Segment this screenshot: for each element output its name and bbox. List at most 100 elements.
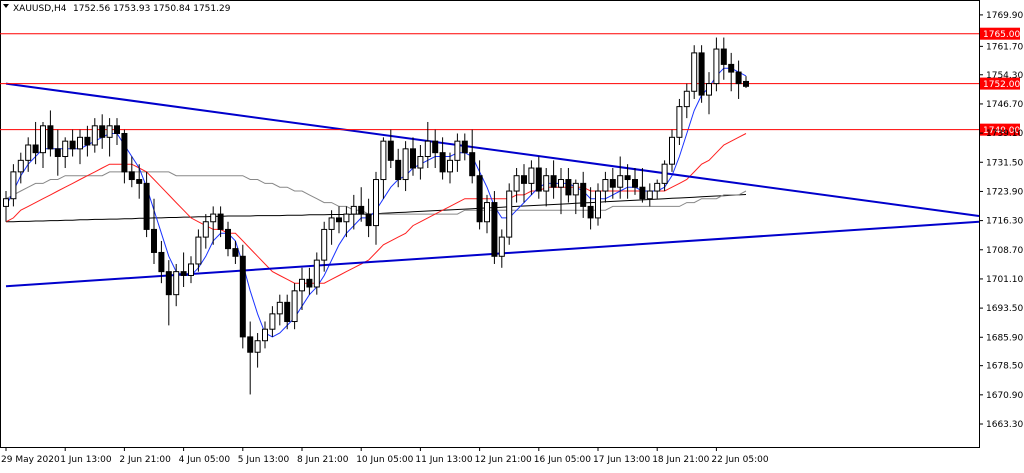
candle-body bbox=[373, 179, 379, 227]
candle bbox=[580, 171, 587, 218]
hline-label: 1740.00 bbox=[983, 126, 1020, 136]
candle-body bbox=[417, 156, 424, 169]
candle bbox=[454, 133, 461, 172]
collapse-arrow-icon[interactable] bbox=[3, 4, 9, 8]
candle-body bbox=[447, 159, 453, 173]
candle-body bbox=[713, 48, 720, 85]
ohlc-values: 1752.56 1753.93 1750.84 1751.29 bbox=[73, 4, 231, 14]
candle bbox=[217, 206, 224, 238]
candle bbox=[32, 121, 39, 165]
candle-body bbox=[587, 205, 594, 219]
candle bbox=[365, 198, 372, 238]
candle bbox=[410, 137, 416, 176]
x-tick-label: 5 Jun 13:00 bbox=[238, 455, 290, 465]
candle bbox=[639, 168, 646, 203]
candle bbox=[543, 168, 550, 207]
candle-body bbox=[84, 136, 91, 146]
y-tick-label: 1761.70 bbox=[986, 42, 1023, 52]
candle-body bbox=[121, 132, 128, 173]
candle-body bbox=[136, 179, 143, 184]
y-tick-label: 1723.90 bbox=[986, 187, 1023, 197]
candle bbox=[313, 252, 320, 295]
candle bbox=[572, 179, 579, 215]
candle-body bbox=[239, 255, 246, 338]
candle bbox=[550, 160, 557, 199]
candle-body bbox=[691, 52, 698, 92]
candle bbox=[380, 137, 387, 199]
candle-body bbox=[602, 179, 609, 192]
candle-body bbox=[180, 271, 187, 276]
candle-body bbox=[47, 125, 54, 150]
x-tick-label: 11 Jun 13:00 bbox=[415, 455, 472, 465]
candle bbox=[506, 183, 513, 245]
candle-body bbox=[173, 271, 180, 296]
candle bbox=[195, 229, 202, 272]
candle-body bbox=[210, 213, 217, 223]
candle-body bbox=[424, 140, 431, 158]
candle bbox=[683, 83, 690, 119]
candle bbox=[343, 206, 350, 238]
candle-body bbox=[321, 228, 328, 261]
candle-body bbox=[336, 217, 342, 223]
y-tick-label: 1685.90 bbox=[986, 333, 1023, 343]
candle bbox=[358, 187, 365, 222]
candle-body bbox=[25, 144, 32, 161]
candle-body bbox=[484, 202, 490, 223]
candle bbox=[491, 191, 498, 264]
candle-body bbox=[91, 125, 98, 146]
candle bbox=[728, 52, 735, 92]
x-tick-label: 16 Jun 05:00 bbox=[534, 455, 591, 465]
candle bbox=[306, 267, 313, 295]
x-tick-label: 8 Jun 21:00 bbox=[297, 455, 349, 465]
x-tick-label: 10 Jun 05:00 bbox=[356, 455, 413, 465]
candle-body bbox=[225, 228, 231, 250]
x-tick-label: 12 Jun 21:00 bbox=[475, 455, 532, 465]
candle bbox=[158, 240, 165, 284]
candle bbox=[698, 45, 705, 103]
trendline-1 bbox=[5, 82, 980, 217]
candle-body bbox=[188, 263, 194, 276]
candle bbox=[210, 206, 217, 245]
candle bbox=[151, 198, 157, 264]
candle bbox=[247, 321, 254, 395]
candle bbox=[202, 214, 209, 249]
candle bbox=[424, 121, 431, 169]
candle-body bbox=[99, 125, 106, 138]
candle-body bbox=[128, 171, 135, 181]
candle-body bbox=[402, 148, 409, 181]
candle bbox=[387, 129, 394, 169]
candle-body bbox=[439, 152, 446, 173]
candle-body bbox=[528, 167, 535, 184]
candle-body bbox=[32, 144, 39, 154]
candle-body bbox=[550, 175, 557, 188]
candle bbox=[676, 98, 683, 145]
candle bbox=[661, 160, 668, 192]
candle bbox=[321, 221, 328, 272]
candle bbox=[128, 156, 135, 188]
candle bbox=[350, 194, 357, 230]
candle bbox=[114, 118, 120, 145]
candle-body bbox=[506, 190, 513, 238]
candle bbox=[336, 206, 342, 234]
horizontal-levels: 1765.00 1740.00 1752.00 bbox=[0, 27, 1020, 136]
candle bbox=[47, 110, 54, 157]
candle bbox=[513, 168, 520, 203]
candle bbox=[225, 221, 231, 257]
candle-body bbox=[491, 202, 498, 257]
candle-body bbox=[646, 190, 653, 200]
candle-body bbox=[432, 140, 439, 154]
candle-body bbox=[617, 175, 624, 188]
candle bbox=[565, 168, 572, 203]
candle bbox=[254, 333, 261, 368]
candle bbox=[587, 187, 594, 230]
y-tick-label: 1670.90 bbox=[986, 391, 1023, 401]
candle-body bbox=[513, 175, 520, 192]
candle-body bbox=[62, 140, 69, 158]
hline-label-bg bbox=[980, 123, 1020, 136]
candle bbox=[3, 191, 9, 222]
candles bbox=[3, 37, 749, 395]
candle-body bbox=[580, 182, 587, 207]
x-tick-label: 22 Jun 05:00 bbox=[711, 455, 768, 465]
